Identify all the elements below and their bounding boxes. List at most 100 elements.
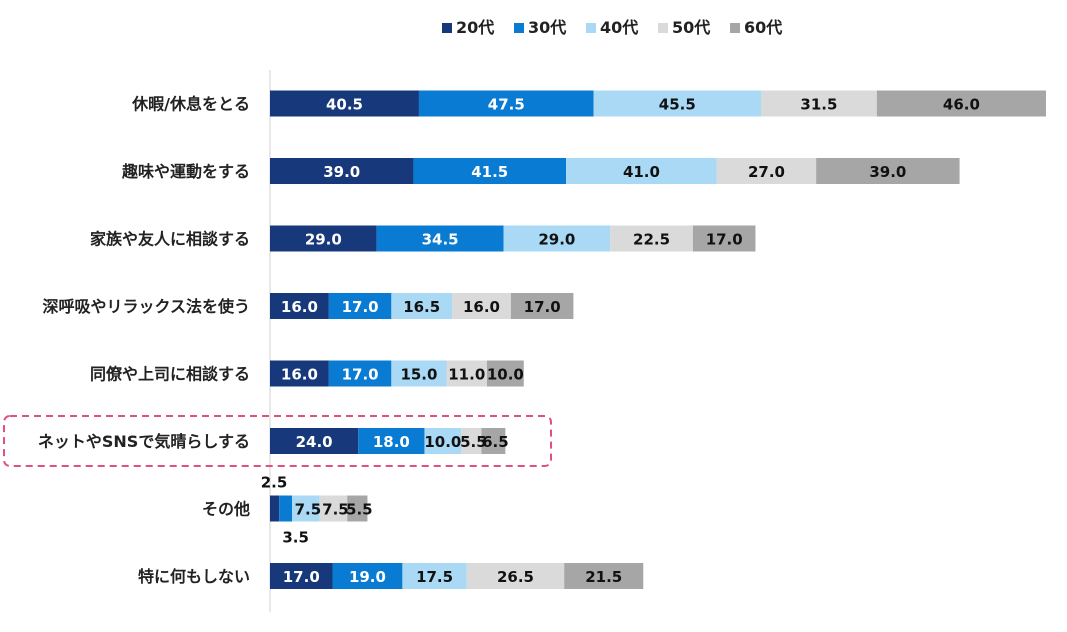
bar-segment-4-1 (270, 293, 329, 319)
bar-segment-5-1 (270, 360, 329, 387)
value-label-3-1: 29.0 (305, 231, 342, 249)
bar-segment-3-5 (692, 225, 756, 252)
value-label-6-3: 10.0 (424, 433, 461, 451)
category-label-1: 休暇/休息をとる (131, 95, 250, 114)
bar-segment-2-3 (566, 158, 717, 184)
bar-segment-8-2 (332, 563, 403, 589)
legend-label-5: 60代 (744, 18, 782, 37)
legend-label-4: 50代 (672, 18, 710, 37)
value-label-6-4: 5.5 (460, 433, 487, 451)
bar-segment-4-3 (391, 293, 453, 319)
value-label-5-4: 11.0 (448, 366, 485, 384)
bar-segment-7-1 (270, 495, 280, 522)
value-label-4-4: 16.0 (463, 298, 500, 316)
legend-swatch-1 (442, 23, 452, 33)
value-label-6-1: 24.0 (296, 433, 333, 451)
bar-segment-2-5 (816, 158, 960, 184)
bar-segment-1-3 (593, 90, 761, 117)
highlight-box (3, 415, 552, 467)
bar-segment-4-4 (452, 293, 511, 319)
value-label-7-4: 7.5 (322, 501, 349, 519)
value-label-7-2: 3.5 (282, 529, 309, 547)
category-label-4: 深呼吸やリラックス法を使う (42, 297, 250, 316)
value-label-3-5: 17.0 (706, 231, 743, 249)
bar-segment-8-3 (402, 563, 467, 589)
value-label-2-3: 41.0 (623, 163, 660, 181)
bar-segment-3-4 (610, 225, 693, 252)
value-label-1-5: 46.0 (943, 96, 980, 114)
value-label-2-1: 39.0 (323, 163, 360, 181)
bar-segment-8-5 (564, 563, 644, 589)
bar-segment-7-3 (292, 495, 320, 522)
bar-segment-6-4 (461, 428, 482, 454)
category-label-8: 特に何もしない (138, 567, 250, 586)
legend-label-1: 20代 (456, 18, 494, 37)
bar-segment-3-2 (376, 225, 504, 252)
value-label-1-4: 31.5 (800, 96, 837, 114)
bar-segment-1-4 (760, 90, 877, 117)
bar-segment-1-1 (270, 90, 419, 117)
category-label-3: 家族や友人に相談する (90, 230, 250, 249)
bar-segment-4-2 (328, 293, 392, 319)
bar-segment-8-1 (270, 563, 333, 589)
value-label-1-1: 40.5 (326, 96, 363, 114)
legend-swatch-2 (514, 23, 524, 33)
bar-segment-3-3 (503, 225, 611, 252)
value-label-3-3: 29.0 (538, 231, 575, 249)
category-label-6: ネットやSNSで気晴らしする (38, 432, 250, 451)
value-label-4-2: 17.0 (342, 298, 379, 316)
value-label-4-5: 17.0 (524, 298, 561, 316)
bar-segment-8-4 (466, 563, 565, 589)
value-label-5-5: 10.0 (487, 366, 524, 384)
bar-segment-6-2 (358, 428, 425, 454)
value-label-8-4: 26.5 (497, 568, 534, 586)
value-label-8-1: 17.0 (283, 568, 320, 586)
value-label-2-2: 41.5 (471, 163, 508, 181)
value-label-4-3: 16.5 (403, 298, 440, 316)
bar-segment-2-2 (413, 158, 567, 184)
value-label-1-2: 47.5 (488, 96, 525, 114)
bar-segment-3-1 (270, 225, 377, 252)
bar-segment-2-4 (716, 158, 817, 184)
legend-label-3: 40代 (600, 18, 638, 37)
value-label-6-2: 18.0 (373, 433, 410, 451)
value-label-6-5: 6.5 (482, 433, 509, 451)
legend-swatch-4 (658, 23, 668, 33)
bar-segment-7-4 (319, 495, 348, 522)
value-label-8-3: 17.5 (416, 568, 453, 586)
value-label-3-2: 34.5 (422, 231, 459, 249)
bar-segment-6-3 (424, 428, 462, 454)
category-label-5: 同僚や上司に相談する (90, 365, 250, 384)
legend-swatch-5 (730, 23, 740, 33)
value-label-7-3: 7.5 (295, 501, 322, 519)
value-label-1-3: 45.5 (659, 96, 696, 114)
category-label-7: その他 (202, 500, 250, 519)
value-label-5-1: 16.0 (281, 366, 318, 384)
bar-segment-5-2 (328, 360, 392, 387)
bar-segment-5-4 (446, 360, 487, 387)
value-label-4-1: 16.0 (281, 298, 318, 316)
bar-segment-1-5 (876, 90, 1046, 117)
value-label-2-4: 27.0 (748, 163, 785, 181)
legend-swatch-3 (586, 23, 596, 33)
value-label-8-5: 21.5 (585, 568, 622, 586)
bar-segment-7-5 (347, 495, 368, 522)
category-label-2: 趣味や運動をする (121, 162, 250, 181)
bar-segment-6-5 (481, 428, 506, 454)
bar-segment-7-2 (279, 495, 293, 522)
bar-segment-4-5 (510, 293, 574, 319)
value-label-7-5: 5.5 (346, 501, 373, 519)
legend-label-2: 30代 (528, 18, 566, 37)
value-label-2-5: 39.0 (869, 163, 906, 181)
bar-segment-6-1 (270, 428, 359, 454)
bar-segment-2-1 (270, 158, 414, 184)
value-label-7-1: 2.5 (261, 474, 288, 492)
bar-segment-5-5 (486, 360, 524, 387)
bar-segment-1-2 (418, 90, 594, 117)
value-label-5-2: 17.0 (342, 366, 379, 384)
value-label-8-2: 19.0 (349, 568, 386, 586)
bar-segment-5-3 (391, 360, 447, 387)
value-label-3-4: 22.5 (633, 231, 670, 249)
value-label-5-3: 15.0 (400, 366, 437, 384)
